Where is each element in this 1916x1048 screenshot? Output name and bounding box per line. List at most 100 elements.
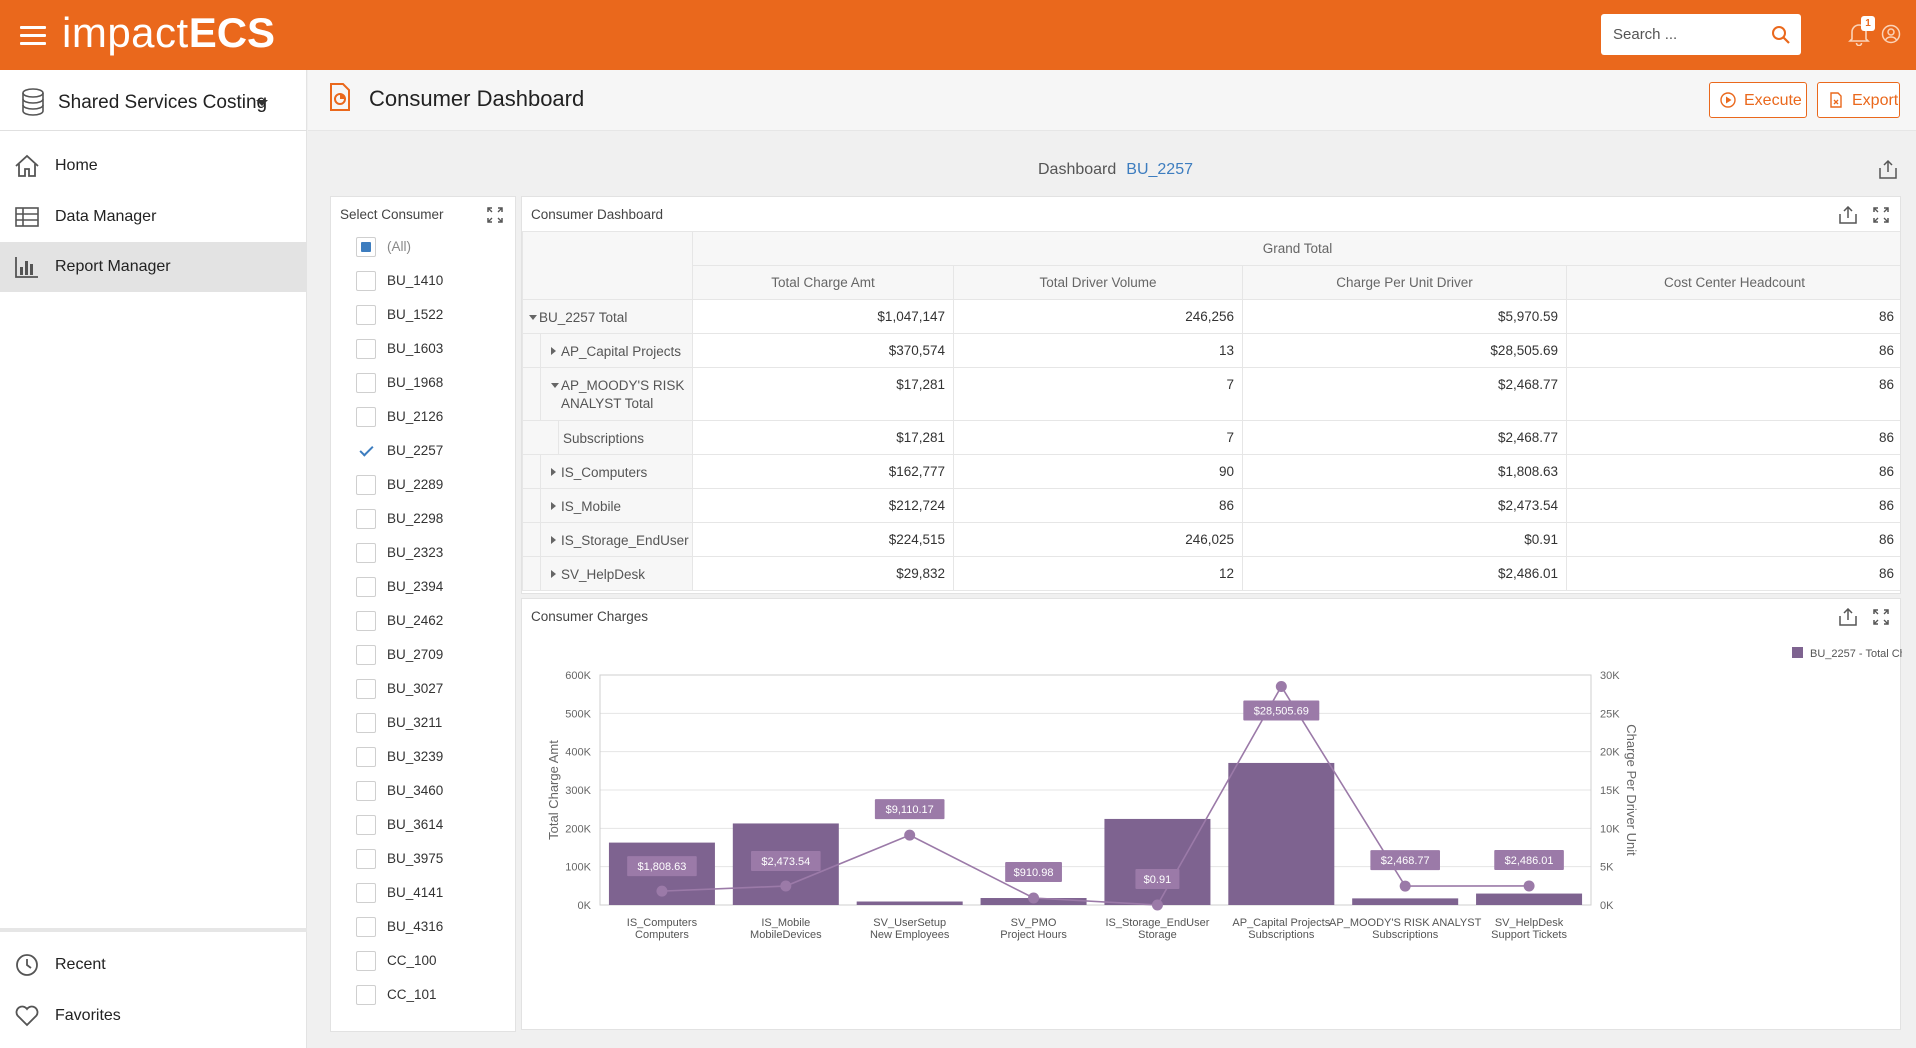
expand-icon[interactable] bbox=[1872, 206, 1890, 224]
row-header[interactable]: BU_2257 Total bbox=[522, 299, 693, 334]
search-input[interactable] bbox=[1601, 14, 1761, 55]
consumer-option[interactable]: BU_1603 bbox=[356, 332, 506, 366]
module-selector[interactable]: Shared Services Costing bbox=[0, 70, 307, 131]
consumer-option[interactable]: BU_3027 bbox=[356, 672, 506, 706]
checkbox[interactable] bbox=[356, 577, 376, 597]
consumer-option[interactable]: BU_2394 bbox=[356, 570, 506, 604]
share-icon[interactable] bbox=[1839, 608, 1857, 626]
consumer-option-label: BU_2462 bbox=[387, 613, 444, 628]
consumer-option[interactable]: BU_4141 bbox=[356, 876, 506, 910]
consumer-option[interactable]: BU_3211 bbox=[356, 706, 506, 740]
consumer-option-label: BU_2126 bbox=[387, 409, 444, 424]
consumer-option[interactable]: BU_3975 bbox=[356, 842, 506, 876]
consumer-option[interactable]: BU_3239 bbox=[356, 740, 506, 774]
consumer-option[interactable]: BU_2257 bbox=[356, 434, 506, 468]
row-header[interactable]: AP_MOODY'S RISK ANALYST Total bbox=[540, 367, 693, 421]
checkbox[interactable] bbox=[356, 917, 376, 937]
row-label: IS_Computers bbox=[561, 465, 648, 480]
notification-badge: 1 bbox=[1861, 16, 1875, 31]
checkbox[interactable] bbox=[356, 611, 376, 631]
checkbox[interactable] bbox=[356, 951, 376, 971]
y2-tick-label: 10K bbox=[1600, 823, 1620, 835]
bar bbox=[980, 898, 1087, 905]
line-point bbox=[780, 880, 792, 892]
y2-tick-label: 5K bbox=[1600, 862, 1614, 874]
consumer-option[interactable]: BU_2126 bbox=[356, 400, 506, 434]
consumer-option[interactable]: (All) bbox=[356, 230, 506, 264]
checkbox[interactable] bbox=[356, 475, 376, 495]
consumer-option[interactable]: CC_101 bbox=[356, 978, 506, 1012]
consumer-option[interactable]: BU_2462 bbox=[356, 604, 506, 638]
consumer-option[interactable]: BU_3614 bbox=[356, 808, 506, 842]
checkbox[interactable] bbox=[356, 339, 376, 359]
checkbox[interactable] bbox=[356, 271, 376, 291]
checkbox[interactable] bbox=[356, 645, 376, 665]
checkbox[interactable] bbox=[356, 747, 376, 767]
bar bbox=[1352, 898, 1459, 905]
value-cell: 86 bbox=[1566, 367, 1900, 421]
value-cell: $1,047,147 bbox=[692, 299, 954, 334]
consumer-option[interactable]: BU_2298 bbox=[356, 502, 506, 536]
expand-arrow-icon[interactable] bbox=[551, 468, 556, 476]
checkbox[interactable] bbox=[356, 849, 376, 869]
checkbox[interactable] bbox=[356, 985, 376, 1005]
consumer-option[interactable]: BU_2709 bbox=[356, 638, 506, 672]
checkbox[interactable] bbox=[356, 679, 376, 699]
sidebar-item-recent[interactable]: Recent bbox=[0, 940, 307, 990]
search-icon[interactable] bbox=[1771, 25, 1791, 45]
checkbox[interactable] bbox=[356, 543, 376, 563]
consumer-option[interactable]: BU_2323 bbox=[356, 536, 506, 570]
x-tick-label: Subscriptions bbox=[1372, 929, 1439, 941]
checkbox[interactable] bbox=[356, 781, 376, 801]
data-label: $1,808.63 bbox=[637, 861, 686, 873]
checkbox[interactable] bbox=[356, 713, 376, 733]
collapse-arrow-icon[interactable] bbox=[529, 315, 537, 320]
consumer-option[interactable]: CC_100 bbox=[356, 944, 506, 978]
expand-icon[interactable] bbox=[486, 206, 504, 224]
checkbox[interactable] bbox=[356, 407, 376, 427]
expand-arrow-icon[interactable] bbox=[551, 502, 556, 510]
checkbox[interactable] bbox=[356, 815, 376, 835]
checkbox[interactable] bbox=[356, 509, 376, 529]
expand-icon[interactable] bbox=[1872, 608, 1890, 626]
export-button[interactable]: Export bbox=[1817, 82, 1900, 118]
y-tick-label: 100K bbox=[565, 862, 591, 874]
sidebar-item-home[interactable]: Home bbox=[0, 141, 307, 191]
consumer-option[interactable]: BU_1410 bbox=[356, 264, 506, 298]
consumer-option[interactable]: BU_2289 bbox=[356, 468, 506, 502]
checkbox[interactable] bbox=[356, 305, 376, 325]
sidebar-item-data-manager[interactable]: Data Manager bbox=[0, 192, 307, 242]
checkbox[interactable] bbox=[356, 237, 376, 257]
consumer-option[interactable]: BU_1968 bbox=[356, 366, 506, 400]
collapse-arrow-icon[interactable] bbox=[551, 383, 559, 388]
row-label: AP_MOODY'S RISK ANALYST Total bbox=[561, 378, 685, 411]
x-tick-label: Computers bbox=[635, 929, 689, 941]
value-cell: 7 bbox=[953, 367, 1243, 421]
hamburger-menu-icon[interactable] bbox=[20, 26, 46, 46]
row-header[interactable]: SV_HelpDesk bbox=[540, 556, 693, 591]
row-header[interactable]: IS_Storage_EndUser bbox=[540, 522, 693, 557]
consumer-option[interactable]: BU_1522 bbox=[356, 298, 506, 332]
share-icon[interactable] bbox=[1879, 159, 1897, 179]
sidebar-item-favorites[interactable]: Favorites bbox=[0, 991, 307, 1041]
sidebar-item-report-manager[interactable]: Report Manager bbox=[0, 242, 307, 292]
dashboard-value[interactable]: BU_2257 bbox=[1126, 161, 1193, 178]
user-icon[interactable] bbox=[1881, 24, 1901, 44]
app-logo[interactable]: impactECS bbox=[62, 8, 275, 58]
consumer-option-label: BU_3211 bbox=[387, 715, 443, 730]
consumer-option[interactable]: BU_3460 bbox=[356, 774, 506, 808]
row-header[interactable]: IS_Mobile bbox=[540, 488, 693, 523]
consumer-option[interactable]: BU_4316 bbox=[356, 910, 506, 944]
value-cell: $28,505.69 bbox=[1242, 333, 1567, 368]
execute-button[interactable]: Execute bbox=[1709, 82, 1807, 118]
row-header[interactable]: AP_Capital Projects bbox=[540, 333, 693, 368]
share-icon[interactable] bbox=[1839, 206, 1857, 224]
checkbox[interactable] bbox=[356, 441, 376, 461]
row-header[interactable]: IS_Computers bbox=[540, 454, 693, 489]
expand-arrow-icon[interactable] bbox=[551, 570, 556, 578]
expand-arrow-icon[interactable] bbox=[551, 347, 556, 355]
expand-arrow-icon[interactable] bbox=[551, 536, 556, 544]
checkbox[interactable] bbox=[356, 373, 376, 393]
checkbox[interactable] bbox=[356, 883, 376, 903]
sidebar-item-label: Recent bbox=[55, 956, 106, 973]
